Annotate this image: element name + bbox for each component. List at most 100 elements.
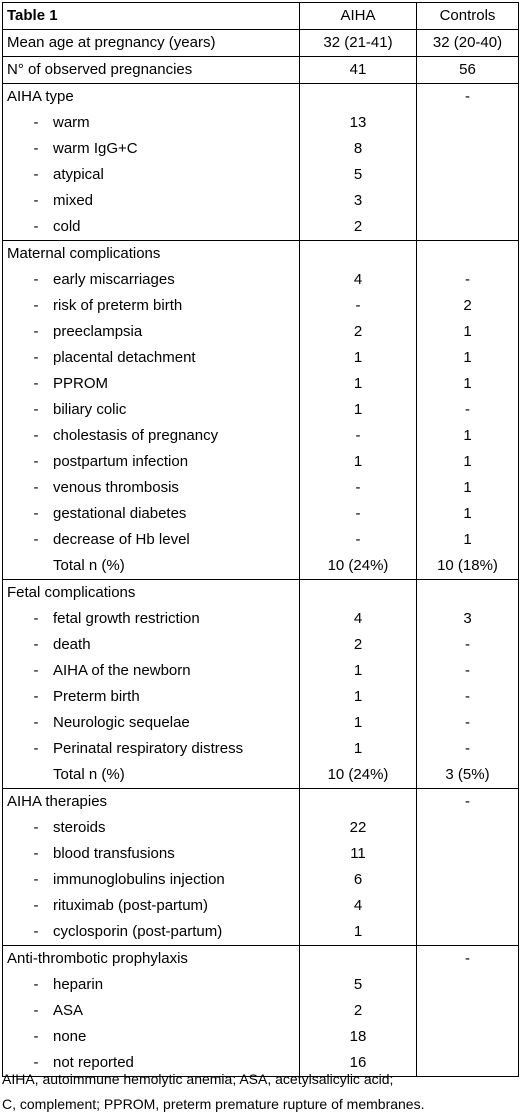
aiha-value: 2 <box>353 636 363 653</box>
list-item: - not reported <box>7 1050 299 1076</box>
section-title-controls: - <box>465 88 470 105</box>
list-item: - gestational diabetes <box>7 501 299 527</box>
bullet-dash: - <box>33 114 39 131</box>
section-title-controls: - <box>465 950 470 967</box>
section-label-cell: Fetal complications - fetal growth restric… <box>2 579 300 789</box>
bullet-dash: - <box>33 897 39 914</box>
table-title: Table 1 <box>7 7 58 24</box>
row-label: N° of observed pregnancies <box>7 61 193 78</box>
header-cell-aiha: AIHA <box>299 2 417 30</box>
results-table: Table 1 AIHA Controls Mean age at pregna… <box>2 2 519 1077</box>
controls-value: - <box>465 662 470 679</box>
section-title: AIHA therapies <box>7 793 108 810</box>
aiha-value: 5 <box>353 166 363 183</box>
section-title-aiha <box>300 789 416 815</box>
section-title: Maternal complications <box>7 245 161 262</box>
section-aiha-cell: 5 2 18 16 <box>299 945 417 1077</box>
total-controls: 3 (5%) <box>445 766 490 783</box>
bullet-dash: - <box>33 271 39 288</box>
aiha-value: 2 <box>353 323 363 340</box>
total-aiha: 10 (24%) <box>327 766 389 783</box>
item-label: cholestasis of pregnancy <box>53 427 219 444</box>
item-label: atypical <box>53 166 104 183</box>
bullet-dash: - <box>33 505 39 522</box>
footnote-line: AIHA, autoimmune hemolytic anemia; ASA, … <box>2 1071 394 1087</box>
aiha-value: - <box>355 427 361 444</box>
item-label: not reported <box>53 1054 134 1071</box>
aiha-value: - <box>355 297 361 314</box>
controls-value: - <box>465 740 470 757</box>
total-aiha: 10 (24%) <box>327 557 389 574</box>
bullet-dash: - <box>33 662 39 679</box>
bullet-dash: - <box>33 1028 39 1045</box>
list-item: - none <box>7 1024 299 1050</box>
aiha-value: - <box>355 531 361 548</box>
list-item: - warm IgG+C <box>7 136 299 162</box>
section-label-cell: Mean age at pregnancy (years) <box>2 29 300 57</box>
aiha-value: 1 <box>353 375 363 392</box>
aiha-value: 1 <box>353 740 363 757</box>
aiha-value: - <box>355 505 361 522</box>
list-item: - risk of preterm birth <box>7 293 299 319</box>
section-aiha-cell: 4 2 1 1 1 1 10 (24%) <box>299 579 417 789</box>
aiha-value: 32 (21-41) <box>323 34 393 51</box>
header-row: Table 1 AIHA Controls <box>2 2 519 30</box>
list-item: - AIHA of the newborn <box>7 658 299 684</box>
section-aiha-cell: 4 - 2 1 1 1 - 1 - - - 10 (24%) <box>299 240 417 580</box>
bullet-dash: - <box>33 740 39 757</box>
section-row: Mean age at pregnancy (years) 32 (21-41) 3… <box>2 29 519 57</box>
controls-value <box>417 919 518 945</box>
section-title-aiha <box>300 580 416 606</box>
footnote-line: C, complement; PPROM, preterm premature … <box>2 1096 425 1112</box>
list-item: - Preterm birth <box>7 684 299 710</box>
bullet-dash: - <box>33 976 39 993</box>
list-item: - postpartum infection <box>7 449 299 475</box>
aiha-value: 13 <box>349 114 367 131</box>
aiha-value: 4 <box>353 897 363 914</box>
bullet-dash: - <box>33 453 39 470</box>
bullet-dash: - <box>33 819 39 836</box>
bullet-dash: - <box>33 531 39 548</box>
aiha-value: 2 <box>353 1002 363 1019</box>
controls-value <box>417 136 518 162</box>
item-label: risk of preterm birth <box>53 297 183 314</box>
controls-value: 3 <box>463 610 472 627</box>
bullet-dash: - <box>33 610 39 627</box>
bullet-dash: - <box>33 349 39 366</box>
section-title-controls <box>417 241 518 267</box>
item-label: heparin <box>53 976 104 993</box>
list-item: - cold <box>7 214 299 240</box>
bullet-dash: - <box>33 192 39 209</box>
controls-value: - <box>465 636 470 653</box>
bullet-dash: - <box>33 401 39 418</box>
section-aiha-cell: 32 (21-41) <box>299 29 417 57</box>
controls-value <box>417 162 518 188</box>
controls-value: 1 <box>463 323 472 340</box>
controls-value <box>417 214 518 240</box>
section-row: AIHA type - warm - warm IgG+C - atypical - mixed… <box>2 83 519 241</box>
footnote: AIHA, autoimmune hemolytic anemia; ASA, … <box>2 1067 518 1117</box>
bullet-dash: - <box>33 714 39 731</box>
item-label: venous thrombosis <box>53 479 179 496</box>
aiha-value: 4 <box>353 610 363 627</box>
list-item: - cyclosporin (post-partum) <box>7 919 299 945</box>
item-label: preeclampsia <box>53 323 143 340</box>
item-label: AIHA of the newborn <box>53 662 191 679</box>
section-title: AIHA type <box>7 88 74 105</box>
controls-value <box>417 841 518 867</box>
list-item: - cholestasis of pregnancy <box>7 423 299 449</box>
list-item: - early miscarriages <box>7 267 299 293</box>
section-controls-cell: - <box>416 83 519 241</box>
item-label: steroids <box>53 819 106 836</box>
item-label: mixed <box>53 192 94 209</box>
list-item: - Neurologic sequelae <box>7 710 299 736</box>
header-cell-label: Table 1 <box>2 2 300 30</box>
controls-value: - <box>465 688 470 705</box>
controls-value <box>417 188 518 214</box>
section-row: Anti-thrombotic prophylaxis - heparin - ASA -… <box>2 945 519 1077</box>
total-label: Total n (%) <box>53 557 125 574</box>
list-item: - mixed <box>7 188 299 214</box>
header-cell-controls: Controls <box>416 2 519 30</box>
section-controls-cell: - 2 1 1 1 - 1 1 1 1 1 10 (18%) <box>416 240 519 580</box>
aiha-value: 8 <box>353 140 363 157</box>
